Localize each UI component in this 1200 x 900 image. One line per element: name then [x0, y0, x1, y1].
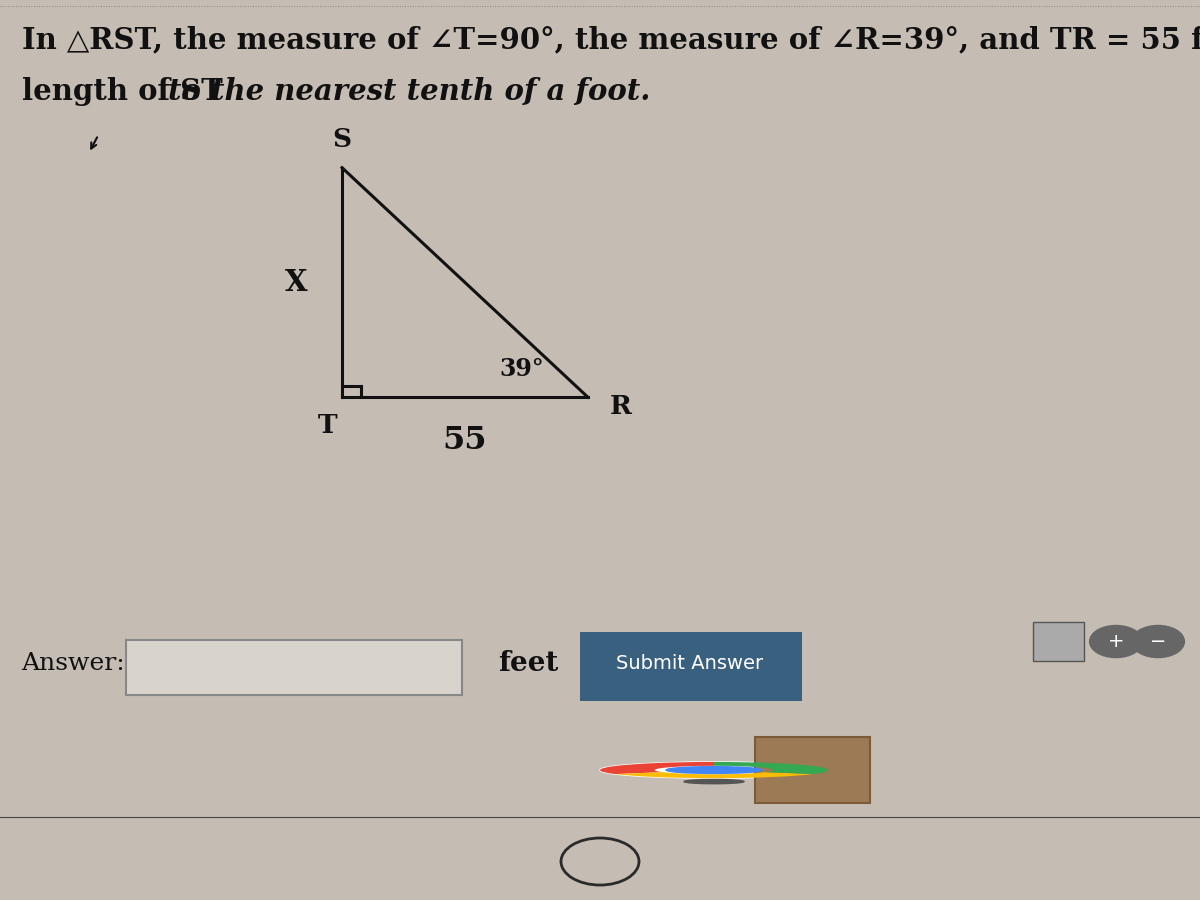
Text: +: +	[1108, 632, 1124, 651]
Text: to the nearest tenth of a foot.: to the nearest tenth of a foot.	[168, 76, 650, 105]
Text: 39°: 39°	[499, 357, 545, 382]
Text: X: X	[286, 268, 307, 297]
Text: In △RST, the measure of ∠T=90°, the measure of ∠R=39°, and TR = 55 feet. Find th: In △RST, the measure of ∠T=90°, the meas…	[22, 25, 1200, 55]
Text: length of ST: length of ST	[22, 76, 233, 105]
FancyBboxPatch shape	[755, 737, 870, 804]
Text: T: T	[318, 413, 337, 438]
FancyBboxPatch shape	[126, 640, 462, 695]
Circle shape	[666, 767, 762, 773]
Wedge shape	[600, 762, 714, 774]
FancyBboxPatch shape	[580, 632, 802, 701]
Wedge shape	[714, 762, 828, 774]
FancyBboxPatch shape	[1033, 622, 1084, 662]
Text: −: −	[1150, 632, 1166, 651]
Text: Submit Answer: Submit Answer	[617, 654, 763, 673]
Wedge shape	[616, 772, 812, 778]
Text: Answer:: Answer:	[22, 652, 125, 675]
Circle shape	[1090, 626, 1142, 658]
Circle shape	[600, 762, 828, 778]
Text: R: R	[610, 393, 631, 419]
Circle shape	[684, 779, 744, 784]
Text: S: S	[332, 127, 352, 151]
Text: 55: 55	[443, 425, 487, 456]
Circle shape	[1132, 626, 1184, 658]
Text: feet: feet	[498, 650, 558, 677]
